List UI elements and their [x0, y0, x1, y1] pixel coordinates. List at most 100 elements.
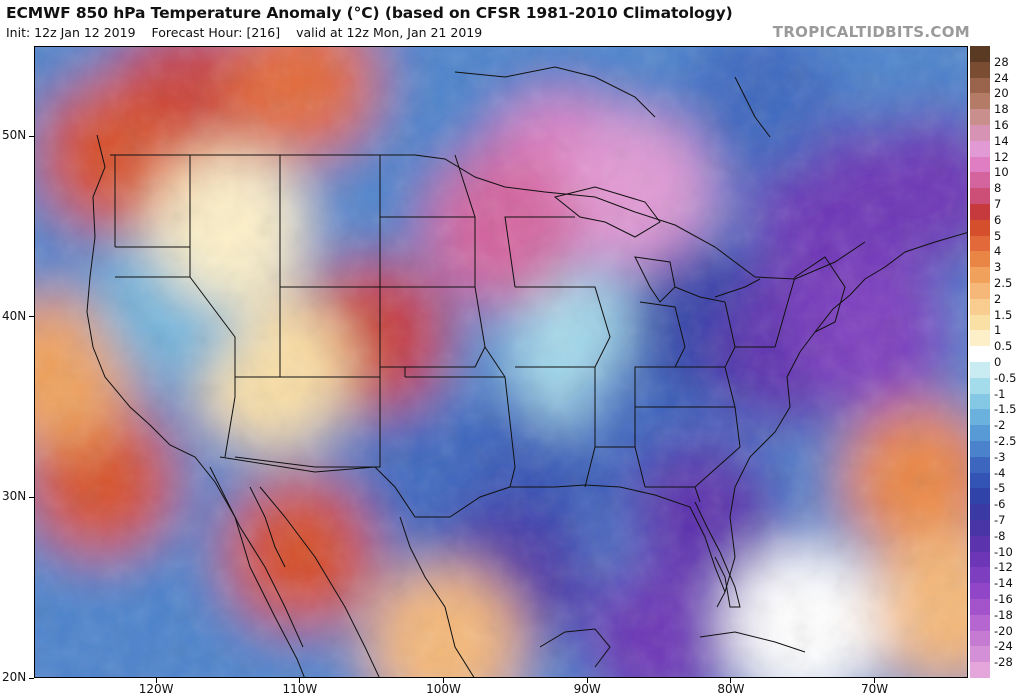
colorbar-label: 16 [994, 118, 1009, 132]
lon-label-80W: 80W [717, 682, 745, 696]
colorbar-legend: 28 24 20 18 16 14 12 10 8 7 6 5 4 3 2.5 2 1.5 1 0.5 0 -0.5 -1… [970, 46, 1024, 679]
map-title: ECMWF 850 hPa Temperature Anomaly (°C) (… [6, 4, 733, 22]
colorbar-label: -16 [994, 592, 1013, 606]
colorbar-label: 18 [994, 102, 1009, 117]
lon-tick [730, 678, 732, 683]
colorbar-cell [970, 283, 990, 300]
lat-label-30N: 30N [2, 489, 27, 504]
colorbar-label: -6 [994, 497, 1006, 512]
colorbar-label: 2.5 [994, 276, 1013, 290]
colorbar-label: 0 [994, 355, 1002, 369]
colorbar-cell [970, 377, 990, 395]
colorbar-label: 1 [994, 323, 1002, 338]
colorbar-cell [970, 630, 990, 647]
mexico-border [219, 456, 450, 518]
colorbar-cell [970, 646, 990, 663]
lat-label-40N: 40N [2, 308, 27, 323]
forecast-hour: Forecast Hour: [216] [151, 25, 281, 40]
colorbar-label: -3 [994, 449, 1006, 464]
colorbar-cell [970, 140, 990, 158]
colorbar-cell [970, 504, 990, 521]
lon-tick [443, 678, 445, 683]
colorbar-label: 7 [994, 197, 1002, 211]
colorbar-label: -8 [994, 528, 1006, 543]
lon-tick [874, 678, 876, 683]
mexico-west-coast [259, 486, 380, 677]
colorbar-cell [970, 409, 990, 426]
colorbar-cell [970, 235, 990, 252]
colorbar-cell [970, 456, 990, 474]
colorbar-label: 3 [994, 260, 1002, 275]
colorbar-cell [970, 188, 990, 205]
lon-label-70W: 70W [861, 682, 889, 696]
map-subtitle: Init: 12z Jan 12 2019 Forecast Hour: [21… [6, 25, 494, 40]
map-panel [34, 46, 968, 678]
colorbar-cell [970, 599, 990, 616]
colorbar-label: 8 [994, 181, 1002, 196]
colorbar-label: 6 [994, 212, 1002, 227]
colorbar-label: 1.5 [994, 307, 1013, 322]
colorbar-cell [970, 393, 990, 410]
hudson-shore [454, 66, 771, 138]
colorbar-cell [970, 219, 990, 237]
colorbar-label: -10 [994, 544, 1013, 559]
colorbar-cell [970, 441, 990, 458]
colorbar-cell [970, 93, 990, 110]
colorbar-label: -5 [994, 481, 1006, 496]
colorbar-cell [970, 535, 990, 553]
lat-label-20N: 20N [2, 670, 27, 684]
boundaries [86, 66, 967, 677]
colorbar-label: -28 [994, 655, 1013, 670]
colorbar-label: 28 [994, 54, 1009, 69]
colorbar-label: -12 [994, 560, 1013, 575]
colorbar-label: 2 [994, 291, 1002, 306]
florida [694, 501, 741, 608]
yucatan [539, 628, 611, 668]
colorbar-cell [970, 488, 990, 505]
colorbar-cell [970, 46, 990, 63]
colorbar-cell [970, 662, 990, 679]
colorbar-label: -14 [994, 576, 1013, 591]
colorbar-cell [970, 614, 990, 632]
lon-label-120W: 120W [138, 682, 174, 696]
lon-label-110W: 110W [282, 682, 318, 696]
colorbar-label: 14 [994, 133, 1009, 148]
anomaly-map [35, 47, 967, 677]
lat-tick [29, 135, 34, 137]
colorbar-cell [970, 251, 990, 268]
colorbar-label: -7 [994, 513, 1006, 527]
colorbar-label: 10 [994, 165, 1009, 180]
colorbar-label: 4 [994, 244, 1002, 259]
init-time: Init: 12z Jan 12 2019 [6, 25, 136, 40]
lat-label-50N: 50N [2, 128, 27, 143]
valid-time: valid at 12z Mon, Jan 21 2019 [296, 25, 483, 40]
state-borders [114, 154, 846, 503]
lon-tick [299, 678, 301, 683]
colorbar-cell [970, 425, 990, 442]
colorbar-cell [970, 472, 990, 489]
colorbar-cell [970, 362, 990, 379]
colorbar-label: -1.5 [994, 402, 1017, 417]
colorbar-cell [970, 520, 990, 537]
colorbar-cell [970, 109, 990, 126]
colorbar-label: 0.5 [994, 339, 1013, 354]
colorbar-cell [970, 298, 990, 316]
gulf-coast [399, 484, 736, 677]
colorbar-label: -18 [994, 607, 1013, 622]
colorbar-cell [970, 267, 990, 284]
colorbar-label: -4 [994, 465, 1006, 480]
field-texture [35, 47, 967, 677]
lat-tick [29, 316, 34, 318]
colorbar-cell [970, 125, 990, 142]
colorbar-label: -2.5 [994, 434, 1017, 448]
lat-tick [29, 496, 34, 498]
colorbar-label: -24 [994, 639, 1013, 654]
lon-tick [586, 678, 588, 683]
colorbar-label: -2 [994, 418, 1006, 433]
colorbar-label: 20 [994, 86, 1009, 101]
colorbar-cell [970, 314, 990, 331]
colorbar-label: 5 [994, 228, 1002, 243]
canada-border [110, 154, 866, 280]
colorbar-cell [970, 204, 990, 221]
colorbar-cell [970, 156, 990, 173]
